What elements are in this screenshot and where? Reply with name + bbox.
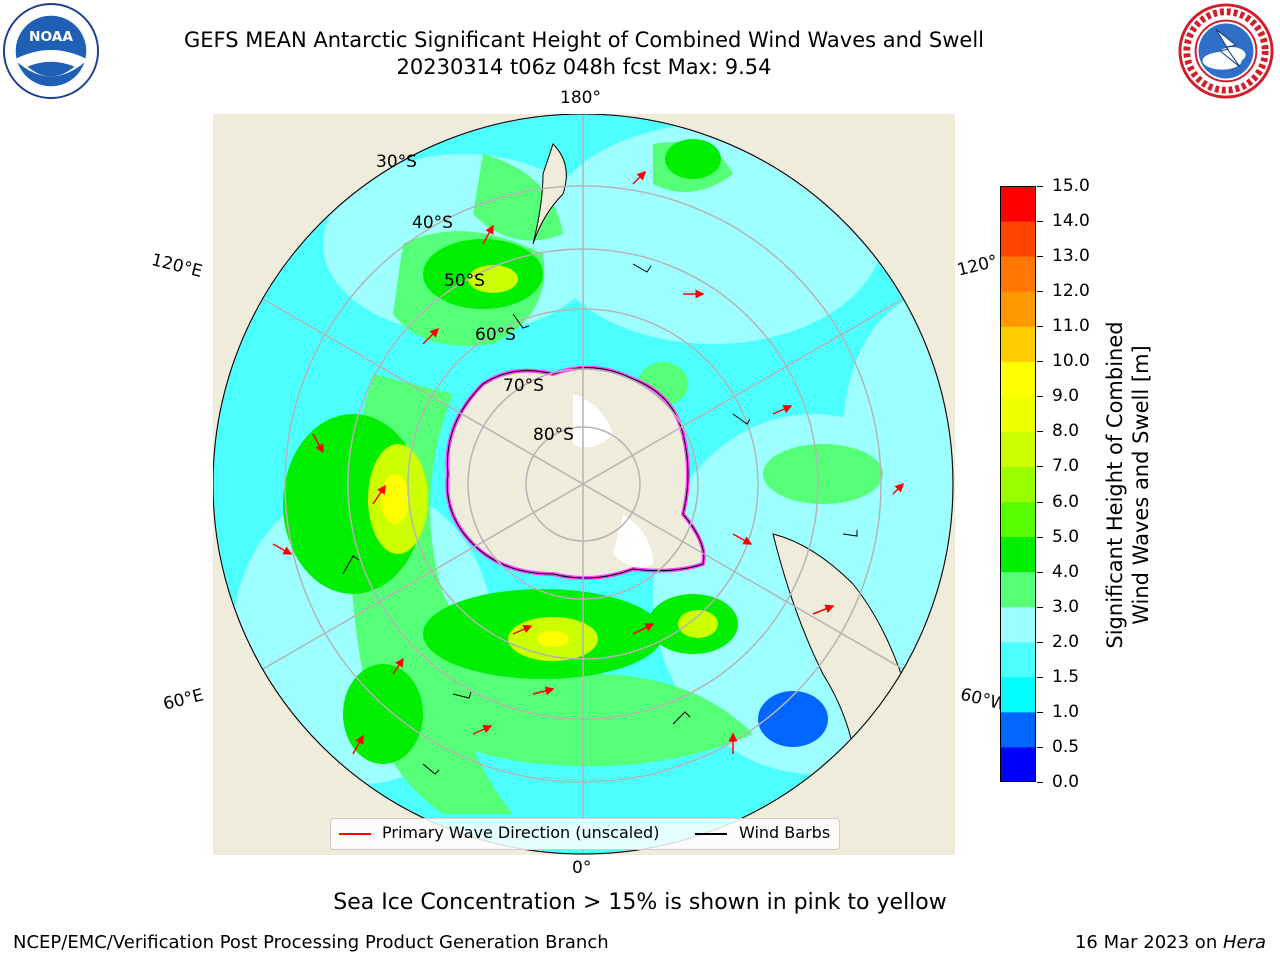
colorbar-bin	[1000, 396, 1036, 432]
colorbar	[1000, 186, 1036, 782]
colorbar-border	[1000, 186, 1036, 782]
colorbar-bin	[1000, 221, 1036, 257]
wind-barbs-legend-swatch	[695, 833, 727, 835]
wave-direction-legend-swatch	[339, 833, 371, 835]
colorbar-bin	[1000, 361, 1036, 397]
lon-label-lower-left: 60°E	[161, 685, 206, 715]
colorbar-tick-label: 8.0	[1052, 421, 1080, 442]
lon-label-top: 180°	[560, 88, 601, 108]
wind-barbs-legend-label: Wind Barbs	[739, 823, 831, 842]
lon-label-bottom: 0°	[572, 858, 592, 878]
colorbar-tick-mark	[1037, 431, 1043, 433]
colorbar-bin	[1000, 711, 1036, 748]
chart-subtitle: 20230314 t06z 048h fcst Max: 9.54	[396, 55, 772, 79]
colorbar-label-line1: Significant Height of Combined	[1103, 321, 1127, 649]
colorbar-bin	[1000, 256, 1036, 292]
colorbar-bin	[1000, 326, 1036, 362]
colorbar-bin	[1000, 746, 1036, 782]
colorbar-tick-label: 14.0	[1052, 211, 1090, 232]
colorbar-tick-label: 4.0	[1052, 561, 1080, 582]
colorbar-bin	[1000, 641, 1036, 678]
colorbar-tick-label: 10.0	[1052, 351, 1090, 372]
colorbar-tick-label: 6.0	[1052, 491, 1080, 512]
colorbar-bin	[1000, 431, 1036, 467]
colorbar-tick-label: 0.0	[1052, 772, 1080, 792]
colorbar-tick-mark	[1037, 221, 1043, 223]
colorbar-label-line2: Wind Waves and Swell [m]	[1129, 345, 1153, 625]
colorbar-tick-mark	[1037, 256, 1043, 258]
colorbar-tick-label: 1.0	[1052, 701, 1080, 722]
national-weather-service-logo-icon	[1178, 3, 1274, 99]
lat-label-60s: 60°S	[475, 325, 516, 345]
lat-label-70s: 70°S	[503, 376, 544, 396]
machine-name: Hera	[1222, 932, 1266, 953]
colorbar-tick-mark	[1037, 501, 1043, 503]
date-value: 16 Mar 2023 on	[1074, 932, 1223, 953]
map-legend: Primary Wave Direction (unscaled) Wind B…	[330, 818, 840, 850]
colorbar-bin	[1000, 536, 1036, 573]
colorbar-tick-label: 7.0	[1052, 456, 1080, 477]
colorbar-bin	[1000, 186, 1036, 222]
colorbar-tick-mark	[1037, 641, 1043, 643]
colorbar-tick-label: 15.0	[1052, 176, 1090, 196]
colorbar-tick-mark	[1037, 676, 1043, 678]
colorbar-bin	[1000, 606, 1036, 643]
wave-direction-legend-label: Primary Wave Direction (unscaled)	[382, 823, 660, 842]
colorbar-tick-label: 1.5	[1052, 666, 1080, 687]
date-text: 16 Mar 2023 on Hera	[1075, 932, 1266, 953]
wave-arrows	[272, 170, 905, 755]
colorbar-tick-label: 13.0	[1052, 246, 1090, 267]
colorbar-tick-mark	[1037, 396, 1043, 398]
colorbar-tick-mark	[1037, 606, 1043, 608]
lon-label-upper-right: 120°	[955, 251, 1000, 281]
colorbar-tick-mark	[1037, 746, 1043, 748]
polar-map	[213, 114, 955, 855]
colorbar-tick-label: 9.0	[1052, 386, 1080, 407]
svg-text:NOAA: NOAA	[29, 29, 73, 45]
lat-label-50s: 50°S	[444, 271, 485, 291]
colorbar-tick-label: 11.0	[1052, 316, 1090, 337]
lon-label-upper-left: 120°E	[149, 250, 205, 282]
colorbar-tick-label: 2.0	[1052, 631, 1080, 652]
wind-barbs	[342, 263, 858, 775]
colorbar-bin	[1000, 571, 1036, 608]
colorbar-bin	[1000, 291, 1036, 327]
colorbar-tick-mark	[1037, 782, 1043, 783]
colorbar-tick-mark	[1037, 466, 1043, 468]
colorbar-tick-mark	[1037, 186, 1043, 187]
colorbar-tick-label: 5.0	[1052, 526, 1080, 547]
colorbar-tick-mark	[1037, 536, 1043, 538]
sea-ice-note: Sea Ice Concentration > 15% is shown in …	[333, 890, 947, 915]
lat-label-80s: 80°S	[533, 425, 574, 445]
colorbar-tick-mark	[1037, 571, 1043, 573]
lat-label-30s: 30°S	[376, 152, 417, 172]
colorbar-tick-label: 0.5	[1052, 736, 1080, 757]
credit-text: NCEP/EMC/Verification Post Processing Pr…	[13, 932, 609, 953]
colorbar-tick-mark	[1037, 361, 1043, 363]
colorbar-tick-mark	[1037, 291, 1043, 293]
colorbar-tick-mark	[1037, 326, 1043, 328]
colorbar-tick-label: 3.0	[1052, 596, 1080, 617]
chart-title: GEFS MEAN Antarctic Significant Height o…	[183, 28, 985, 52]
colorbar-tick-label: 12.0	[1052, 281, 1090, 302]
colorbar-bin	[1000, 501, 1036, 538]
colorbar-label: Significant Height of Combined Wind Wave…	[1102, 185, 1154, 785]
colorbar-tick-mark	[1037, 711, 1043, 713]
colorbar-bin	[1000, 676, 1036, 713]
colorbar-bin	[1000, 466, 1036, 503]
noaa-logo-icon: NOAA	[2, 2, 100, 100]
lat-label-40s: 40°S	[412, 213, 453, 233]
